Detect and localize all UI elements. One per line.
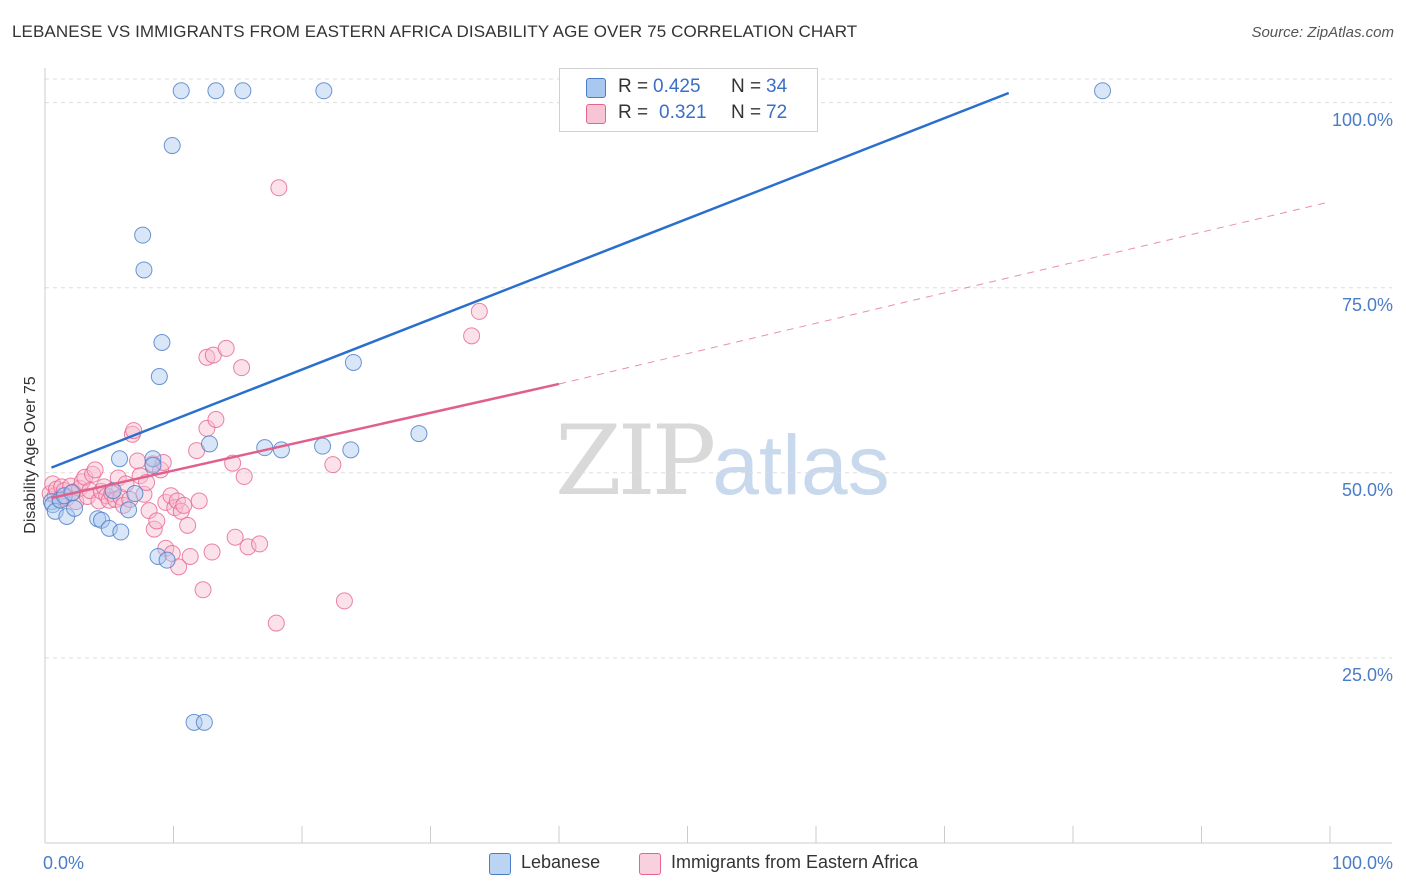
trend-line-immigrants (51, 382, 560, 500)
immigrants-point (217, 339, 235, 357)
trend-lines (50, 91, 1331, 500)
lebanese-point (315, 82, 333, 100)
lebanese-point (144, 450, 162, 468)
y-axis-label: Disability Age Over 75 (22, 376, 39, 534)
watermark: ZIPatlas (555, 405, 890, 517)
legend-r-label: R = (618, 102, 649, 123)
lebanese-point (111, 450, 129, 468)
immigrants-point (198, 348, 216, 366)
immigrants-point (267, 614, 285, 632)
immigrants-point (148, 512, 166, 530)
immigrants-point (233, 359, 251, 377)
immigrants-point (226, 528, 244, 546)
lebanese-point (1094, 82, 1112, 100)
bottom-legend-swatch-lebanese (489, 853, 511, 875)
immigrants-point (463, 327, 481, 345)
bottom-legend-label-immigrants: Immigrants from Eastern Africa (671, 852, 919, 872)
trend-line-immigrants-extension (558, 201, 1331, 385)
legend-n-value-lebanese: 34 (766, 76, 788, 97)
bottom-legend-label-lebanese: Lebanese (521, 852, 601, 872)
chart-title: LEBANESE VS IMMIGRANTS FROM EASTERN AFRI… (12, 22, 858, 41)
lebanese-point (158, 551, 176, 569)
lebanese-point (195, 713, 213, 731)
lebanese-point (200, 435, 218, 453)
axes (44, 68, 1392, 844)
immigrants-point (203, 543, 221, 561)
lebanese-point (314, 437, 332, 455)
lebanese-point (342, 441, 360, 459)
immigrants-point (235, 468, 253, 486)
legend-r-value-immigrants: 0.321 (659, 102, 707, 123)
immigrants-point (207, 411, 225, 428)
immigrants-point (154, 453, 172, 471)
lebanese-point (66, 499, 84, 517)
x-ticks (44, 826, 1331, 843)
lebanese-point (344, 353, 362, 371)
immigrants-point (129, 452, 147, 470)
immigrants-point (190, 492, 208, 510)
trend-line-lebanese (50, 91, 1010, 469)
y-tick-label-75: 75.0% (1341, 294, 1393, 315)
legend-swatch-lebanese (586, 78, 606, 98)
lebanese-point (150, 368, 168, 386)
lebanese-point (153, 334, 171, 351)
y-tick-label-100: 100.0% (1331, 109, 1393, 130)
lebanese-point (172, 82, 190, 100)
legend-swatch-immigrants (586, 104, 606, 124)
immigrants-point (194, 581, 212, 599)
lebanese-point (134, 226, 152, 244)
lebanese-point (135, 261, 153, 279)
watermark-atlas: atlas (712, 418, 890, 512)
immigrants-point (335, 592, 353, 610)
series-lebanese-points (42, 82, 1112, 731)
lebanese-point (163, 137, 181, 155)
immigrants-point (324, 456, 342, 474)
lebanese-point (185, 713, 203, 731)
series-immigrants-points (41, 179, 488, 632)
immigrants-point (114, 496, 132, 514)
legend-n-label: N = (731, 76, 762, 97)
legend-n-value-immigrants: 72 (766, 102, 788, 123)
lebanese-point (120, 501, 138, 519)
lebanese-point (149, 547, 167, 565)
lebanese-point (144, 456, 162, 474)
lebanese-point (234, 82, 252, 100)
bottom-legend-swatch-immigrants (639, 853, 661, 875)
correlation-legend: R = 0.425 N = 34 R = 0.321 N = 72 (559, 68, 818, 132)
immigrants-point (251, 535, 269, 553)
legend-r-value-lebanese: 0.425 (653, 76, 701, 97)
lebanese-point (104, 482, 122, 500)
immigrants-point (181, 547, 199, 565)
y-tick-label-25: 25.0% (1341, 664, 1393, 685)
lebanese-point (112, 523, 130, 541)
lebanese-point (207, 82, 225, 100)
watermark-zip: ZIP (555, 405, 716, 517)
immigrants-point (84, 465, 102, 483)
lebanese-point (410, 425, 428, 443)
chart-source: Source: ZipAtlas.com (1251, 24, 1394, 41)
immigrants-point (175, 496, 193, 514)
x-tick-label-left: 0.0% (43, 853, 85, 873)
legend-r-label: R = (618, 76, 649, 97)
y-tick-label-50: 50.0% (1341, 479, 1393, 500)
immigrants-point (86, 461, 104, 479)
immigrants-point (179, 516, 197, 534)
lebanese-point (126, 485, 144, 503)
immigrants-point (470, 302, 488, 320)
x-tick-label-right: 100.0% (1331, 853, 1393, 873)
legend-n-label: N = (731, 102, 762, 123)
immigrants-point (270, 179, 288, 197)
